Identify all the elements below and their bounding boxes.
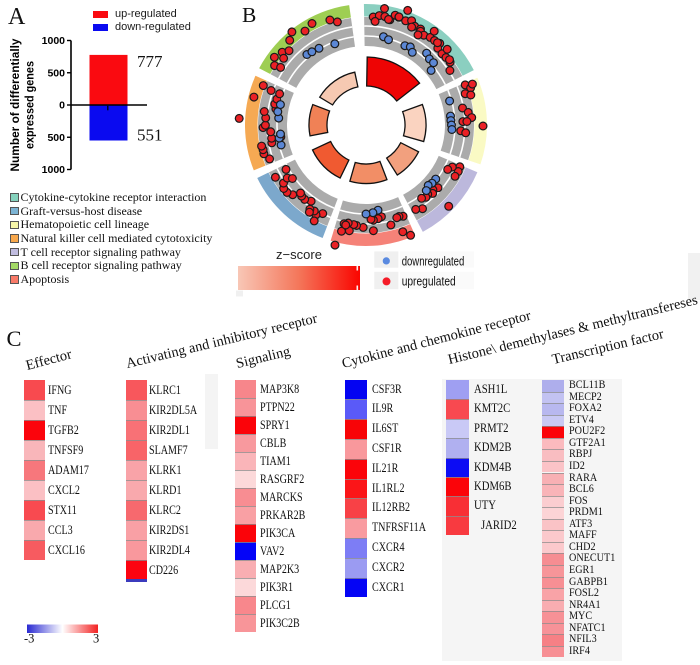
svg-text:z−score: z−score (276, 247, 322, 262)
svg-text:3: 3 (93, 632, 99, 646)
svg-text:551: 551 (137, 126, 163, 145)
svg-text:1000: 1000 (42, 35, 66, 47)
svg-text:-3: -3 (24, 632, 34, 646)
svg-text:downregulated: downregulated (402, 253, 465, 268)
svg-text:0: 0 (59, 100, 65, 112)
svg-text:500: 500 (47, 67, 65, 79)
svg-text:Number of differentially: Number of differentially (10, 38, 22, 172)
svg-text:upregulated: upregulated (402, 274, 456, 289)
svg-text:expressed genes: expressed genes (25, 61, 37, 149)
svg-text:1000: 1000 (42, 164, 66, 176)
svg-text:500: 500 (47, 132, 65, 144)
svg-text:777: 777 (137, 52, 163, 71)
